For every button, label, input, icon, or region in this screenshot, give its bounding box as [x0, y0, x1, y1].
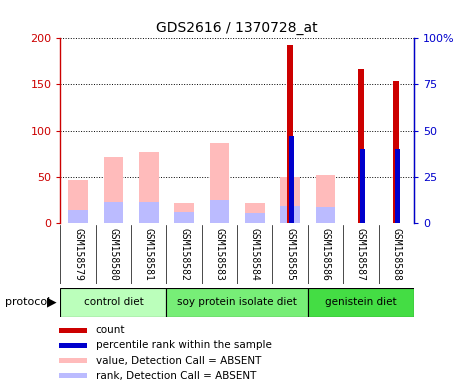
Text: control diet: control diet: [84, 297, 143, 308]
Bar: [210, 142, 229, 223]
Bar: [59, 358, 87, 363]
Text: GSM158579: GSM158579: [73, 228, 83, 280]
Bar: [68, 210, 88, 223]
Bar: [280, 177, 300, 223]
Text: GSM158583: GSM158583: [214, 228, 225, 280]
Bar: [395, 149, 400, 223]
Text: GSM158581: GSM158581: [144, 228, 154, 280]
Text: rank, Detection Call = ABSENT: rank, Detection Call = ABSENT: [96, 371, 256, 381]
Text: GSM158585: GSM158585: [285, 228, 295, 280]
Bar: [104, 157, 123, 223]
Bar: [174, 204, 194, 223]
Text: value, Detection Call = ABSENT: value, Detection Call = ABSENT: [96, 356, 261, 366]
Text: GSM158588: GSM158588: [391, 228, 401, 280]
FancyBboxPatch shape: [308, 288, 414, 317]
Text: GSM158587: GSM158587: [356, 228, 366, 280]
Text: GSM158586: GSM158586: [320, 228, 331, 280]
Text: soy protein isolate diet: soy protein isolate diet: [177, 297, 297, 308]
Bar: [289, 136, 294, 223]
Bar: [210, 200, 229, 223]
Bar: [139, 152, 159, 223]
Bar: [393, 81, 399, 223]
Bar: [59, 373, 87, 378]
Bar: [316, 207, 335, 223]
Text: GSM158580: GSM158580: [108, 228, 119, 280]
Bar: [59, 343, 87, 348]
Bar: [68, 180, 88, 223]
Bar: [358, 69, 364, 223]
Text: GSM158582: GSM158582: [179, 228, 189, 280]
Bar: [287, 45, 293, 223]
Text: count: count: [96, 325, 125, 335]
Text: protocol: protocol: [5, 297, 50, 307]
Bar: [245, 204, 265, 223]
Bar: [104, 202, 123, 223]
Bar: [280, 206, 300, 223]
Text: percentile rank within the sample: percentile rank within the sample: [96, 341, 272, 351]
Title: GDS2616 / 1370728_at: GDS2616 / 1370728_at: [156, 21, 318, 35]
Text: genistein diet: genistein diet: [325, 297, 397, 308]
Bar: [245, 213, 265, 223]
Bar: [316, 175, 335, 223]
FancyBboxPatch shape: [60, 288, 166, 317]
Bar: [360, 149, 365, 223]
Bar: [59, 328, 87, 333]
Text: GSM158584: GSM158584: [250, 228, 260, 280]
Text: ▶: ▶: [46, 296, 56, 309]
FancyBboxPatch shape: [166, 288, 308, 317]
Bar: [139, 202, 159, 223]
Bar: [174, 212, 194, 223]
